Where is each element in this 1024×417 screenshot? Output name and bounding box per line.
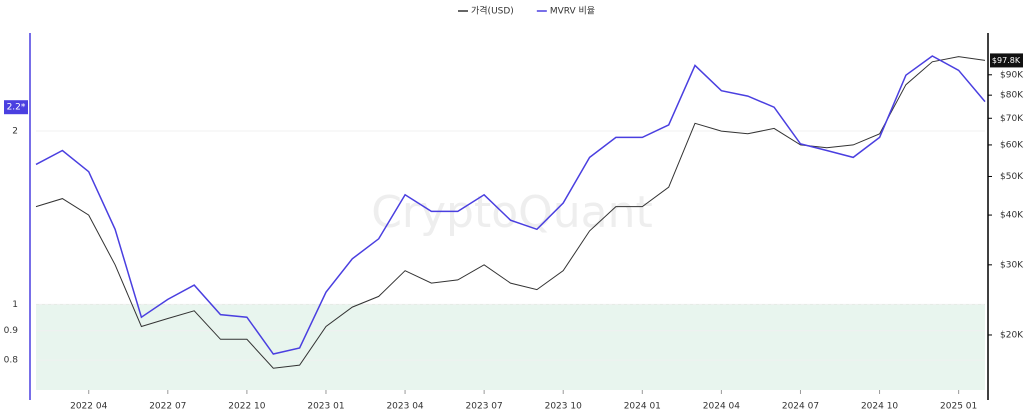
series-line (35, 56, 986, 369)
legend-label: 가격(USD) (471, 5, 514, 17)
y-tick-label: 0.9 (4, 326, 19, 336)
x-tick-label: 2023 07 (466, 402, 503, 412)
right-badge: $97.8K (992, 56, 1021, 65)
y2-tick-label: $40K (1000, 211, 1024, 221)
y2-tick-label: $60K (1000, 140, 1024, 150)
y-tick-label: 1 (12, 300, 18, 310)
x-tick-label: 2024 01 (624, 402, 661, 412)
x-tick-label: 2023 10 (545, 402, 582, 412)
x-tick-label: 2022 07 (149, 402, 186, 412)
x-tick-label: 2023 01 (307, 402, 344, 412)
y2-tick-label: $20K (1000, 330, 1024, 340)
series-line (35, 55, 986, 355)
watermark: CryptoQuant (371, 187, 653, 238)
left-badge-bg (4, 100, 28, 115)
x-tick-label: 2022 10 (228, 402, 265, 412)
x-tick-label: 2025 01 (940, 402, 977, 412)
y2-tick-label: $90K (1000, 70, 1024, 80)
y2-tick-label: $30K (1000, 260, 1024, 270)
left-badge: 2.2* (7, 103, 26, 113)
x-tick-label: 2023 04 (386, 402, 423, 412)
legend-label: MVRV 비율 (550, 6, 595, 17)
x-tick-label: 2024 04 (703, 402, 740, 412)
right-badge-bg (990, 53, 1023, 68)
y2-tick-label: $80K (1000, 91, 1024, 101)
below-threshold-area (36, 304, 985, 390)
y-tick-label: 0.8 (4, 356, 19, 366)
y2-tick-label: $70K (1000, 114, 1024, 124)
y-tick-label: 2 (12, 127, 18, 137)
x-tick-label: 2024 07 (782, 402, 819, 412)
x-tick-label: 2024 10 (861, 402, 898, 412)
y2-tick-label: $50K (1000, 172, 1024, 182)
x-tick-label: 2022 04 (70, 402, 107, 412)
